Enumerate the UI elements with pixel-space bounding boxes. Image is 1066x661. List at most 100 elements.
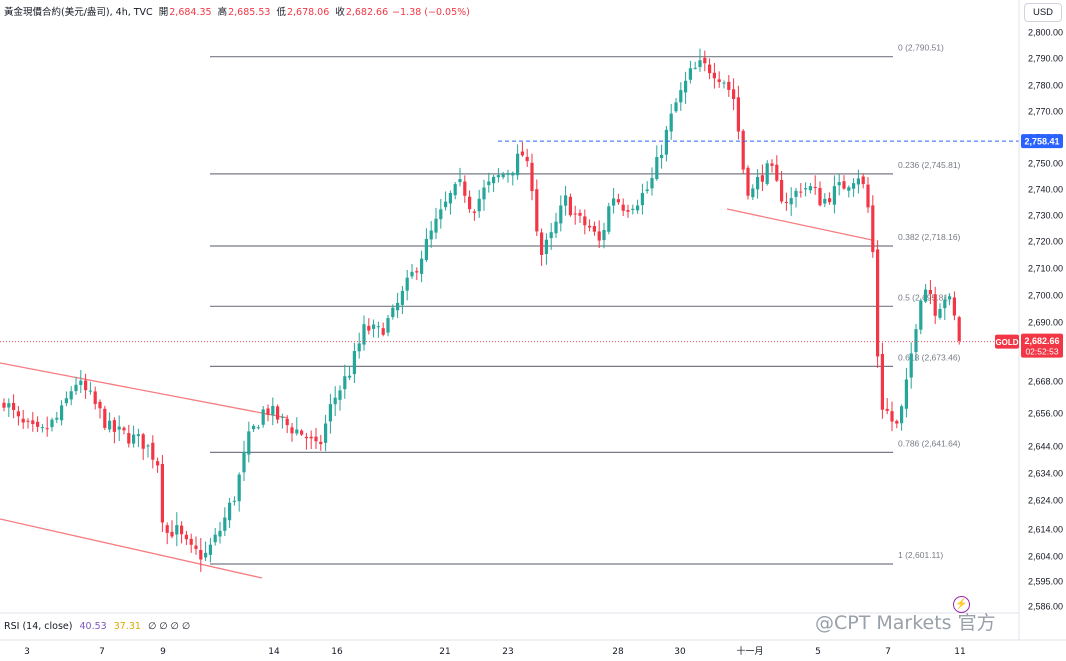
candle-body xyxy=(295,429,299,434)
candle-body xyxy=(175,525,179,535)
rsi-legend[interactable]: RSI (14, close) 40.53 37.31 ∅ ∅ ∅ ∅ xyxy=(4,621,190,632)
candle xyxy=(828,192,832,205)
fib-level-label: 0 (2,790.51) xyxy=(898,43,944,53)
candle-body xyxy=(583,216,587,226)
candle-body xyxy=(861,176,865,185)
candle-body xyxy=(487,181,491,186)
candle xyxy=(199,537,203,572)
rsi-empty-values: ∅ ∅ ∅ ∅ xyxy=(147,621,191,632)
candle-body xyxy=(789,198,793,205)
candle xyxy=(290,423,294,442)
candle xyxy=(69,386,73,406)
candle-body xyxy=(405,277,409,291)
candle xyxy=(170,520,174,539)
candle-body xyxy=(285,418,289,426)
candle xyxy=(588,219,592,232)
candle xyxy=(228,497,232,528)
candle xyxy=(482,179,486,211)
currency-button[interactable]: USD xyxy=(1024,3,1062,22)
candle-body xyxy=(31,420,35,425)
candle-body xyxy=(444,201,448,208)
candle-body xyxy=(516,153,520,176)
candle xyxy=(660,144,664,169)
candle-body xyxy=(170,531,174,537)
y-tick-label: 2,740.00 xyxy=(1028,185,1063,195)
candle-body xyxy=(410,271,414,277)
candle-body xyxy=(712,72,716,79)
candle-body xyxy=(640,192,644,206)
candle xyxy=(146,443,150,458)
candle xyxy=(756,169,760,199)
candle xyxy=(703,50,707,72)
candle xyxy=(823,193,827,208)
candle xyxy=(232,496,236,506)
candle xyxy=(871,195,875,258)
candle-body xyxy=(208,544,212,555)
fib-level-label: 0.236 (2,745.81) xyxy=(898,160,961,170)
candle xyxy=(909,342,913,389)
candle xyxy=(468,190,472,213)
x-tick-label: 7 xyxy=(99,647,105,657)
candle-body xyxy=(352,350,356,375)
candle-body xyxy=(540,232,544,255)
candle xyxy=(405,269,409,301)
candle-body xyxy=(242,451,246,473)
y-tick-label: 2,790.00 xyxy=(1028,54,1063,64)
candle xyxy=(612,188,616,214)
candle-body xyxy=(506,173,510,175)
trend-lines xyxy=(0,208,873,579)
candle-body xyxy=(679,90,683,103)
candle-body xyxy=(372,324,376,329)
candle xyxy=(280,413,284,429)
candle-body xyxy=(50,419,54,428)
candle-body xyxy=(319,441,323,445)
candle xyxy=(420,250,424,283)
candle xyxy=(424,228,428,262)
candle xyxy=(856,169,860,194)
candle xyxy=(256,424,260,430)
candle xyxy=(439,198,443,229)
lightning-icon[interactable]: ⚡ xyxy=(953,596,970,613)
candle xyxy=(602,222,606,249)
candle-body xyxy=(698,60,702,68)
candle xyxy=(626,204,630,218)
candle-body xyxy=(112,420,116,432)
candle xyxy=(645,181,649,194)
candle xyxy=(362,315,366,351)
candle-body xyxy=(439,209,443,220)
candle-body xyxy=(808,186,812,191)
candle-body xyxy=(415,271,419,273)
candle xyxy=(271,397,275,426)
y-tick-label: 2,644.00 xyxy=(1028,442,1063,452)
candle xyxy=(770,159,774,173)
candle-body xyxy=(756,176,760,190)
candle-body xyxy=(424,238,428,261)
candle xyxy=(506,169,510,183)
candle xyxy=(93,386,97,410)
candle-body xyxy=(194,545,198,549)
candle-body xyxy=(760,175,764,182)
candle xyxy=(708,58,712,80)
candle xyxy=(669,103,673,140)
candle xyxy=(429,221,433,248)
candle-body xyxy=(477,198,481,212)
candle-body xyxy=(708,64,712,74)
candle xyxy=(189,533,193,553)
candle xyxy=(866,177,870,213)
candle xyxy=(448,190,452,215)
candle-body xyxy=(256,427,260,429)
candle-body xyxy=(266,408,270,415)
candle-body xyxy=(381,328,385,335)
y-tick-label: 2,720.00 xyxy=(1028,237,1063,247)
candle xyxy=(573,205,577,225)
y-tick-label: 2,614.00 xyxy=(1028,525,1063,535)
x-tick-label: 7 xyxy=(885,647,891,657)
candle-body xyxy=(520,151,524,156)
candle xyxy=(156,457,160,473)
candle-body xyxy=(324,423,328,443)
candle-body xyxy=(957,317,961,341)
candle xyxy=(832,175,836,214)
candle xyxy=(300,429,304,437)
